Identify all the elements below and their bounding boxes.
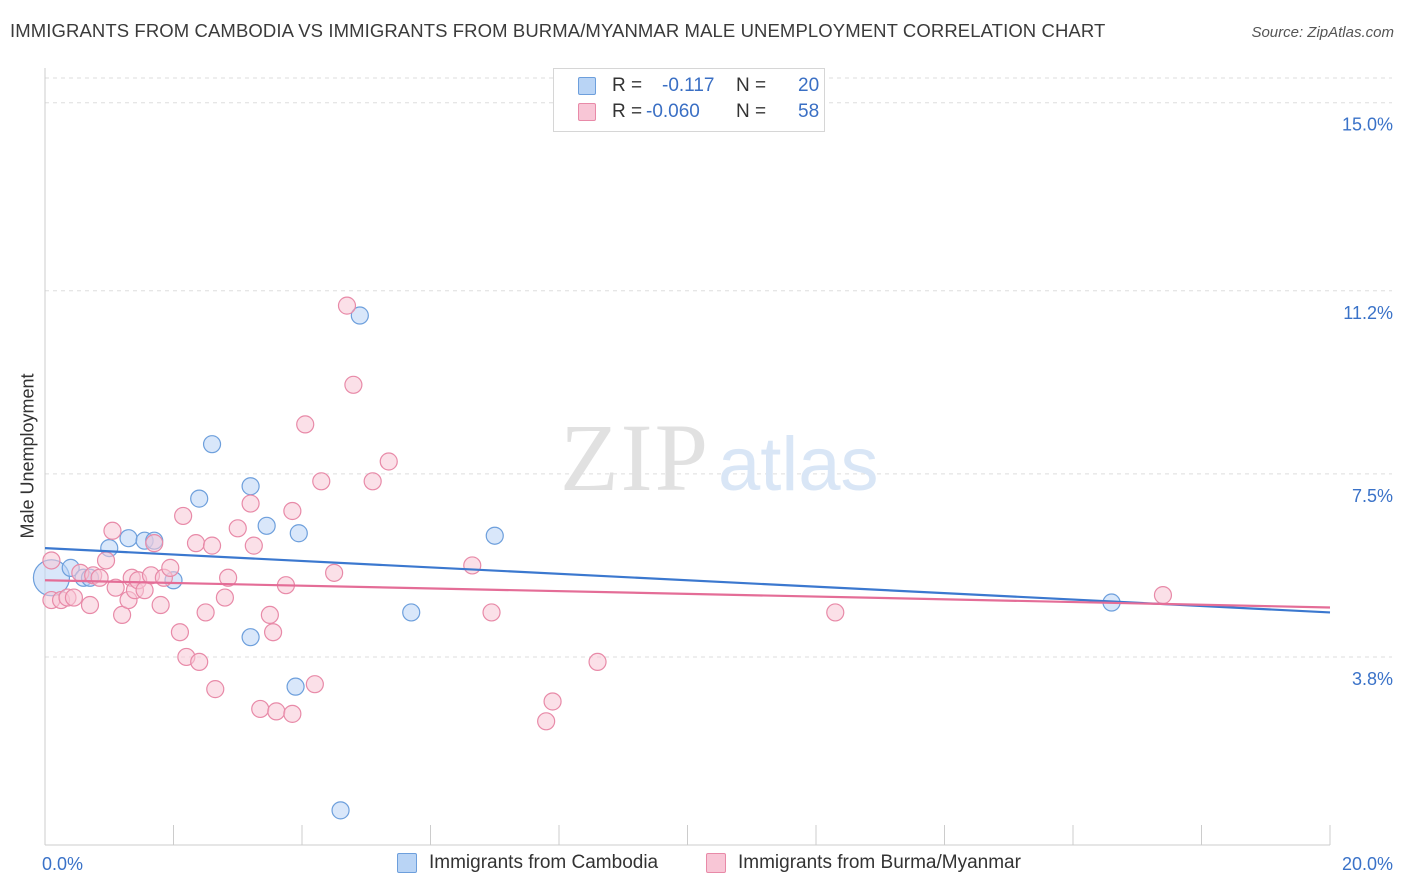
legend-swatch-cambodia: [578, 77, 596, 95]
data-point-burma: [296, 415, 315, 434]
data-point-burma: [103, 521, 122, 540]
bottom-swatch-cambodia: [397, 853, 417, 873]
legend-r-label: R =: [612, 101, 643, 122]
data-point-burma: [344, 375, 363, 394]
trend-line-burma: [44, 579, 1331, 609]
x-tick-label: 0.0%: [42, 854, 83, 874]
gridlines: [45, 77, 1392, 658]
legend-r-label: R =: [612, 75, 643, 96]
legend-swatch-burma: [578, 103, 596, 121]
data-point-burma: [174, 506, 193, 526]
legend-r-value-burma: -0.060: [646, 101, 700, 122]
bottom-swatch-burma: [706, 853, 726, 873]
data-point-cambodia: [286, 677, 305, 696]
correlation-legend: R = -0.117 N = 20 R = -0.060 N = 58: [553, 68, 825, 132]
data-point-burma: [482, 603, 501, 622]
data-point-burma: [190, 652, 209, 672]
data-point-cambodia: [402, 603, 421, 622]
data-point-burma: [244, 536, 263, 555]
source-label: Source: ZipAtlas.com: [1251, 24, 1394, 41]
data-point-cambodia: [119, 529, 138, 548]
data-point-burma: [263, 623, 283, 642]
data-point-cambodia: [257, 516, 276, 535]
y-tick-label: 7.5%: [1352, 486, 1393, 506]
data-point-burma: [106, 578, 125, 597]
data-point-cambodia: [289, 524, 308, 543]
data-point-burma: [219, 568, 238, 587]
data-point-burma: [325, 563, 344, 582]
watermark-atlas: atlas: [718, 422, 879, 507]
data-point-burma: [379, 452, 398, 471]
data-point-burma: [202, 536, 222, 555]
data-point-burma: [537, 712, 556, 731]
data-points: [32, 296, 1173, 820]
data-point-cambodia: [331, 801, 350, 820]
data-point-burma: [196, 603, 215, 622]
y-tick-label: 11.2%: [1343, 303, 1393, 323]
bottom-legend-label-burma: Immigrants from Burma/Myanmar: [738, 852, 1021, 873]
axes: [44, 68, 1331, 846]
data-point-burma: [283, 501, 302, 521]
trend-line-cambodia: [44, 546, 1331, 614]
data-point-burma: [267, 702, 286, 721]
data-point-burma: [305, 675, 324, 694]
data-point-burma: [260, 605, 279, 625]
data-point-burma: [1153, 586, 1173, 605]
data-point-burma: [312, 472, 331, 491]
y-tick-label: 3.8%: [1352, 669, 1393, 689]
y-axis-label: Male Unemployment: [17, 373, 38, 539]
tick-labels: 3.8% 7.5% 11.2% 15.0% 0.0% 20.0%: [42, 115, 1393, 874]
data-point-burma: [215, 588, 234, 607]
data-point-cambodia: [190, 489, 209, 508]
data-point-burma: [80, 595, 100, 615]
legend-n-label: N =: [736, 101, 767, 122]
data-point-cambodia: [241, 628, 260, 647]
data-point-burma: [90, 568, 109, 587]
legend-r-value-cambodia: -0.117: [662, 75, 715, 96]
data-point-burma: [251, 699, 270, 719]
data-point-burma: [96, 551, 116, 570]
data-point-burma: [186, 534, 206, 553]
data-point-cambodia: [202, 435, 222, 454]
data-point-burma: [363, 472, 382, 491]
data-point-burma: [283, 704, 302, 723]
y-tick-label: 15.0%: [1342, 115, 1393, 135]
data-point-burma: [64, 588, 84, 607]
watermark: ZIP atlas: [560, 404, 879, 511]
data-point-burma: [241, 494, 260, 513]
data-point-burma: [145, 534, 164, 553]
data-point-cambodia: [485, 526, 504, 545]
data-point-burma: [337, 296, 357, 315]
data-point-cambodia: [241, 477, 260, 496]
bottom-legend-label-cambodia: Immigrants from Cambodia: [429, 852, 659, 873]
data-point-burma: [151, 595, 170, 615]
data-point-burma: [170, 623, 190, 642]
data-point-burma: [206, 680, 225, 699]
trend-lines: [44, 546, 1331, 614]
chart-title: IMMIGRANTS FROM CAMBODIA VS IMMIGRANTS F…: [10, 20, 1106, 41]
data-point-burma: [543, 692, 562, 711]
data-point-burma: [42, 551, 61, 570]
data-point-burma: [463, 556, 482, 575]
legend-n-value-cambodia: 20: [798, 75, 820, 96]
data-point-burma: [588, 652, 607, 672]
data-point-burma: [826, 603, 845, 622]
data-point-burma: [228, 519, 247, 538]
x-tick-label: 20.0%: [1342, 854, 1393, 874]
legend-n-value-burma: 58: [798, 101, 820, 122]
data-point-cambodia: [350, 306, 369, 325]
data-point-burma: [161, 558, 180, 577]
legend-n-label: N =: [736, 75, 767, 96]
watermark-zip: ZIP: [560, 404, 710, 511]
